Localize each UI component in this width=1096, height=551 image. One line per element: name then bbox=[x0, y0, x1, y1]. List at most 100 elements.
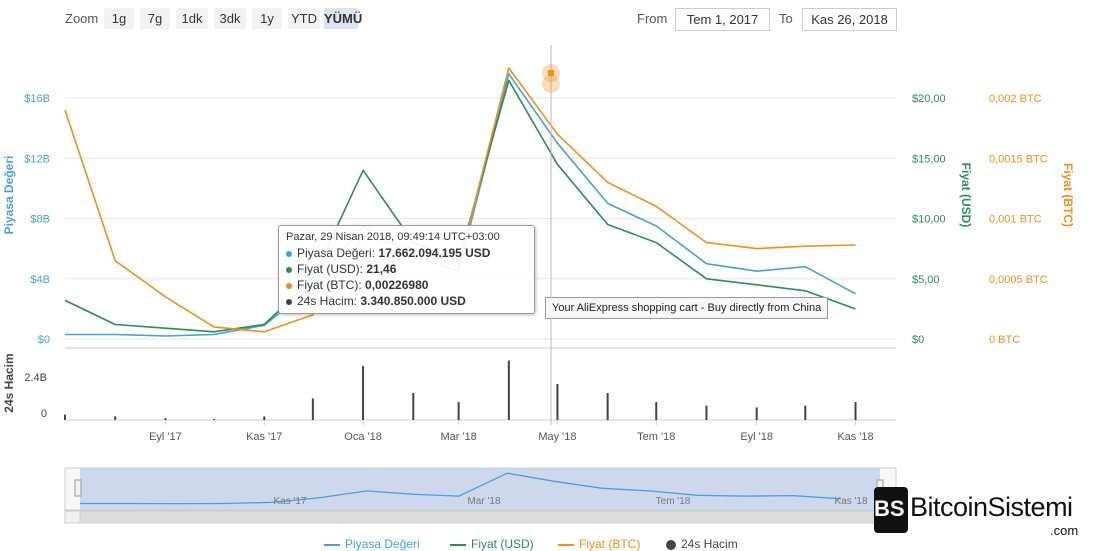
navigator-line bbox=[80, 472, 842, 505]
tooltip-value: 17.662.094.195 USD bbox=[378, 246, 491, 260]
legend-circle-icon bbox=[666, 539, 676, 550]
x-tick-label: Tem '18 bbox=[637, 431, 675, 443]
y-left-tick-label: $12B bbox=[24, 153, 50, 165]
volume-bar bbox=[804, 405, 807, 420]
volume-bar bbox=[507, 360, 510, 420]
legend-label: Fiyat (BTC) bbox=[579, 537, 641, 551]
tooltip-date: Pazar, 29 Nisan 2018, 09:49:14 UTC+03:00 bbox=[286, 231, 500, 243]
legend-swatch-icon bbox=[450, 543, 466, 546]
x-tick-label: Oca '18 bbox=[344, 431, 382, 443]
legend-swatch-icon bbox=[558, 543, 574, 546]
volume-bar bbox=[164, 418, 167, 420]
x-tick-label: May '18 bbox=[538, 431, 576, 443]
volume-bar bbox=[263, 416, 266, 420]
tooltip-row-market-cap: Piyasa Değeri: 17.662.094.195 USD bbox=[286, 245, 527, 261]
y-right-usd-title: Fiyat (USD) bbox=[959, 163, 973, 228]
navigator: Kas '17 Mar '18 Tem '18 Kas '18 bbox=[64, 467, 897, 524]
navigator-left-handle bbox=[74, 479, 82, 497]
logo-text: BitcoinSistemi bbox=[910, 492, 1073, 522]
tooltip-label: Piyasa Değeri: bbox=[297, 246, 376, 260]
legend-item-market-cap[interactable]: Piyasa Değeri bbox=[324, 537, 420, 551]
market-cap-dot-icon bbox=[286, 250, 292, 257]
axis-labels: $0 $4B $8B $12B $16B $0 $5,00 $10,00 $15,00 $20,0… bbox=[2, 93, 1075, 443]
volume-bar bbox=[705, 405, 708, 420]
y-right-usd-tick-label: $0 bbox=[912, 334, 924, 346]
y-volume-tick-label: 0 bbox=[41, 408, 47, 420]
from-date-input[interactable]: Tem 1, 2017 bbox=[675, 8, 770, 31]
volume-bar bbox=[64, 414, 66, 420]
zoom-label: Zoom bbox=[65, 11, 99, 26]
y-right-usd-tick-label: $15,00 bbox=[912, 153, 946, 165]
zoom-3m-button[interactable]: 3dk bbox=[214, 8, 246, 29]
tooltip-label: 24s Hacim: bbox=[297, 294, 358, 308]
volume-bar bbox=[213, 419, 216, 420]
volume-bars bbox=[64, 360, 857, 420]
y-left-tick-label: $4B bbox=[30, 274, 50, 286]
tooltip-value: 3.340.850.000 USD bbox=[360, 294, 466, 308]
logo-suffix: .com bbox=[1050, 523, 1079, 538]
y-left-tick-label: $8B bbox=[30, 214, 50, 226]
tooltip-value: 21,46 bbox=[366, 262, 397, 276]
legend-swatch-icon bbox=[324, 543, 340, 546]
zoom-all-button[interactable]: YÜMÜ bbox=[324, 8, 362, 29]
tooltip-row-volume: 24s Hacim: 3.340.850.000 USD bbox=[286, 293, 527, 309]
y-right-usd-tick-label: $5,00 bbox=[912, 274, 940, 286]
volume-bar bbox=[412, 393, 415, 420]
zoom-7d-button[interactable]: 7g bbox=[140, 8, 170, 29]
legend-item-price-btc[interactable]: Fiyat (BTC) bbox=[558, 537, 640, 551]
price-btc-dot-icon bbox=[286, 282, 292, 289]
from-label: From bbox=[637, 11, 668, 26]
volume-bar bbox=[655, 402, 658, 420]
legend-item-volume[interactable]: 24s Hacim bbox=[666, 537, 738, 551]
y-right-btc-tick-label: 0,001 BTC bbox=[989, 214, 1042, 226]
tooltip-value: 0,00226980 bbox=[365, 278, 429, 292]
navigator-tick-label: Mar '18 bbox=[467, 496, 500, 507]
volume-bar bbox=[556, 384, 559, 420]
y-volume-tick-label: 2.4B bbox=[24, 372, 47, 384]
to-date-input[interactable]: Kas 26, 2018 bbox=[802, 8, 897, 31]
tooltip: Pazar, 29 Nisan 2018, 09:49:14 UTC+03:00… bbox=[278, 225, 535, 314]
navigator-tick-label: Kas '17 bbox=[273, 496, 306, 507]
browser-hover-tooltip: Your AliExpress shopping cart - Buy dire… bbox=[545, 297, 829, 319]
navigator-tick-label: Kas '18 bbox=[834, 496, 867, 507]
volume-bar bbox=[457, 402, 460, 420]
bitcoinsistemi-logo bbox=[874, 487, 908, 533]
navigator-tick-label: Tem '18 bbox=[656, 496, 691, 507]
volume-bar bbox=[362, 366, 365, 420]
y-right-usd-tick-label: $20,00 bbox=[912, 93, 946, 105]
volume-bar bbox=[854, 402, 857, 420]
volume-bar bbox=[114, 416, 117, 420]
legend-item-price-usd[interactable]: Fiyat (USD) bbox=[450, 537, 534, 551]
y-left-tick-label: $0 bbox=[38, 334, 50, 346]
tooltip-label: Fiyat (BTC): bbox=[297, 278, 362, 292]
legend-label: 24s Hacim bbox=[681, 537, 738, 551]
hover-halo bbox=[542, 75, 560, 93]
x-tick-label: Eyl '17 bbox=[149, 431, 182, 443]
y-right-btc-tick-label: 0,002 BTC bbox=[989, 93, 1042, 105]
scrollbar-thumb bbox=[79, 510, 881, 524]
volume-bar bbox=[606, 393, 609, 420]
logo-mark-letters: BS bbox=[874, 496, 905, 521]
x-tick-label: Kas '17 bbox=[246, 431, 282, 443]
logo-mark-icon bbox=[874, 487, 908, 533]
y-right-btc-tick-label: 0,0005 BTC bbox=[989, 274, 1048, 286]
legend-label: Piyasa Değeri bbox=[345, 537, 420, 551]
zoom-1m-button[interactable]: 1dk bbox=[176, 8, 208, 29]
to-label: To bbox=[779, 11, 793, 26]
y-right-btc-title: Fiyat (BTC) bbox=[1061, 163, 1075, 227]
zoom-1y-button[interactable]: 1y bbox=[252, 8, 282, 29]
price-usd-dot-icon bbox=[286, 266, 292, 273]
x-tick-label: Eyl '18 bbox=[740, 431, 773, 443]
hover-marker bbox=[548, 70, 554, 76]
volume-bar bbox=[311, 398, 314, 420]
y-right-usd-tick-label: $10,00 bbox=[912, 214, 946, 226]
x-tick-label: Kas '18 bbox=[837, 431, 873, 443]
zoom-ytd-button[interactable]: YTD bbox=[288, 8, 320, 29]
zoom-1d-button[interactable]: 1g bbox=[104, 8, 134, 29]
y-right-btc-tick-label: 0,0015 BTC bbox=[989, 153, 1048, 165]
y-left-title: Piyasa Değeri bbox=[2, 156, 16, 235]
tooltip-row-price-usd: Fiyat (USD): 21,46 bbox=[286, 261, 527, 277]
volume-bar bbox=[755, 407, 758, 420]
y-right-btc-tick-label: 0 BTC bbox=[989, 334, 1020, 346]
